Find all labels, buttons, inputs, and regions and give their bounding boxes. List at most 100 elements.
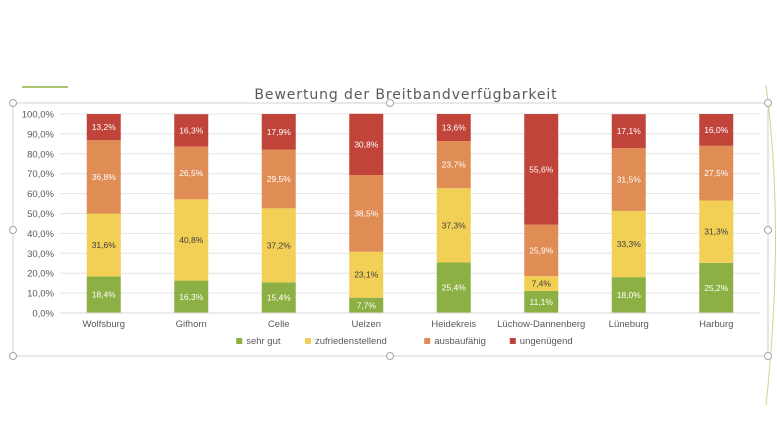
- data-label: 37,3%: [442, 220, 467, 230]
- resize-handle[interactable]: [9, 352, 17, 360]
- x-category-label: Lüchow-Dannenberg: [497, 319, 585, 330]
- legend-label: ungenügend: [520, 336, 573, 347]
- data-label: 18,4%: [92, 290, 117, 300]
- data-label: 25,2%: [704, 283, 729, 293]
- y-tick-label: 30,0%: [27, 249, 54, 260]
- data-label: 17,1%: [617, 126, 642, 136]
- data-label: 16,3%: [179, 292, 204, 302]
- resize-handle[interactable]: [764, 352, 772, 360]
- x-category-label: Harburg: [699, 319, 733, 330]
- x-category-label: Celle: [268, 319, 290, 330]
- bar-segment: [174, 114, 209, 147]
- data-label: 36,8%: [92, 172, 117, 182]
- bar-segment: [349, 175, 384, 252]
- y-tick-label: 50,0%: [27, 209, 54, 220]
- data-label: 16,3%: [179, 125, 204, 135]
- data-label: 31,6%: [92, 240, 117, 250]
- x-category-label: Lüneburg: [609, 319, 649, 330]
- data-label: 30,8%: [354, 139, 379, 149]
- data-label: 17,9%: [267, 127, 292, 137]
- bar-segment: [86, 213, 121, 277]
- decorative-arc: [765, 84, 776, 406]
- data-label: 13,2%: [92, 122, 117, 132]
- y-tick-label: 80,0%: [27, 149, 54, 160]
- data-label: 33,3%: [617, 239, 642, 249]
- bar-segment: [699, 114, 734, 146]
- bar-segment: [436, 188, 471, 263]
- bar-segment: [86, 276, 121, 313]
- bar-segment: [699, 262, 734, 313]
- legend-swatch: [305, 338, 311, 344]
- bar-segment: [699, 145, 734, 201]
- legend-label: sehr gut: [246, 336, 281, 347]
- bar-segment: [261, 149, 296, 209]
- data-label: 7,4%: [532, 279, 552, 289]
- y-tick-label: 40,0%: [27, 229, 54, 240]
- data-label: 31,5%: [617, 175, 642, 185]
- bars: 18,4% 31,6% 36,8% 13,2% 16,3% 40,8% 26,5% 16,3%…: [86, 113, 734, 313]
- bar-segment: [261, 282, 296, 313]
- data-label: 11,1%: [530, 297, 554, 307]
- bar-segment: [611, 148, 646, 211]
- bar-segment: [86, 114, 121, 141]
- legend-swatch: [424, 338, 431, 344]
- bar-segment: [174, 146, 209, 200]
- resize-handle[interactable]: [764, 226, 772, 234]
- x-category-label: Wolfsburg: [82, 319, 125, 330]
- bar-segment: [611, 210, 646, 278]
- data-label: 18,0%: [617, 290, 642, 300]
- data-label: 37,2%: [267, 240, 292, 250]
- bar-segment: [524, 224, 559, 277]
- bar-segment: [524, 290, 559, 313]
- data-label: 31,3%: [704, 227, 729, 237]
- y-axis: 0,0% 10,0% 20,0% 30,0% 40,0% 50,0% 60,0% 70,0% 8…: [22, 110, 55, 320]
- bar-segment: [261, 208, 296, 283]
- legend: sehr gut zufriedenstellend ausbaufähig unge…: [236, 336, 573, 347]
- data-label: 55,6%: [529, 164, 554, 174]
- resize-handle[interactable]: [386, 99, 394, 107]
- selection-handles[interactable]: [9, 99, 772, 360]
- bar-segment: [436, 114, 471, 142]
- bar-segment: [349, 297, 384, 313]
- resize-handle[interactable]: [764, 99, 772, 107]
- y-tick-label: 20,0%: [27, 269, 54, 280]
- data-label: 25,4%: [442, 283, 467, 293]
- data-label: 29,5%: [267, 174, 292, 184]
- resize-handle[interactable]: [9, 226, 17, 234]
- bar-segment: [611, 277, 646, 313]
- data-label: 15,4%: [267, 293, 292, 303]
- data-label: 13,6%: [442, 123, 467, 133]
- bar-segment: [524, 114, 559, 225]
- bar-segment: [699, 200, 734, 263]
- data-label: 23,1%: [354, 270, 379, 280]
- bar-segment: [174, 280, 209, 313]
- y-tick-label: 60,0%: [27, 189, 54, 200]
- bar-segment: [436, 141, 471, 189]
- x-axis: Wolfsburg Gifhorn Celle Uelzen Heidekreis Lüc…: [60, 312, 760, 330]
- bar-segment: [86, 140, 121, 214]
- data-label: 40,8%: [179, 235, 204, 245]
- bar-segment: [349, 113, 384, 176]
- bar-segment: [261, 114, 296, 150]
- x-category-label: Uelzen: [351, 319, 381, 330]
- data-label: 27,5%: [704, 168, 729, 178]
- bar-segment: [611, 114, 646, 149]
- x-category-label: Gifhorn: [176, 319, 207, 330]
- data-label: 26,5%: [179, 168, 204, 178]
- resize-handle[interactable]: [9, 99, 17, 107]
- chart-area-frame[interactable]: [12, 102, 769, 357]
- gridlines: [60, 113, 760, 314]
- bar-segment: [174, 199, 209, 281]
- data-label: 38,5%: [354, 208, 379, 218]
- y-tick-label: 90,0%: [27, 129, 54, 140]
- x-category-label: Heidekreis: [431, 319, 476, 330]
- resize-handle[interactable]: [386, 352, 394, 360]
- data-label: 25,9%: [529, 245, 554, 255]
- legend-swatch: [236, 338, 243, 344]
- bar-segment: [349, 251, 384, 298]
- y-tick-label: 0,0%: [32, 309, 54, 320]
- bar-segment: [436, 262, 471, 313]
- bar-segment: [524, 276, 559, 291]
- data-label: 23,7%: [442, 160, 467, 170]
